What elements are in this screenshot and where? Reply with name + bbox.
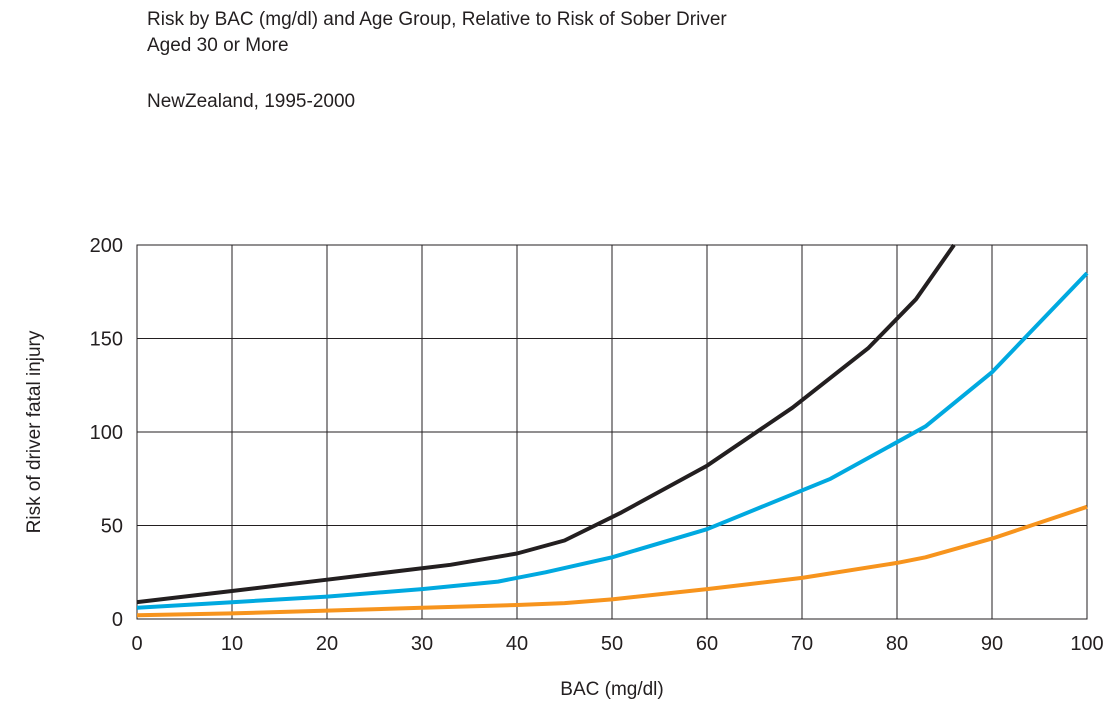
grid-lines [136,244,1088,620]
x-tick-label: 70 [791,633,813,655]
series-line-2 [137,271,1089,610]
x-tick-label: 0 [131,633,142,655]
x-tick-label: 90 [981,633,1003,655]
series-line-1 [137,244,956,605]
x-axis-label: BAC (mg/dl) [560,679,663,700]
chart-title-line-1: Risk by BAC (mg/dl) and Age Group, Relat… [147,9,727,30]
series-line-3 [137,504,1088,618]
y-tick-label: 50 [101,516,123,538]
x-tick-label: 30 [411,633,433,655]
y-axis-label: Risk of driver fatal injury [24,330,45,533]
x-tick-label: 10 [221,633,243,655]
y-tick-label: 200 [90,235,123,257]
series-lines [137,244,1089,618]
x-tick-label: 100 [1070,633,1103,655]
chart-header: Risk by BAC (mg/dl) and Age Group, Relat… [147,7,727,115]
x-tick-label: 80 [886,633,908,655]
y-tick-label: 100 [90,422,123,444]
chart-title-line-2: Aged 30 or More [147,35,289,56]
x-tick-label: 60 [696,633,718,655]
x-tick-label: 20 [316,633,338,655]
y-tick-label: 150 [90,329,123,351]
y-axis-ticks: 0 50 100 150 200 [90,235,123,631]
x-tick-label: 40 [506,633,528,655]
y-tick-label: 0 [112,609,123,631]
x-axis-ticks: 0 10 20 30 40 50 60 70 80 90 100 [131,633,1103,655]
x-tick-label: 50 [601,633,623,655]
chart-subtitle: NewZealand, 1995-2000 [147,91,356,112]
plot-frame [136,244,1088,620]
